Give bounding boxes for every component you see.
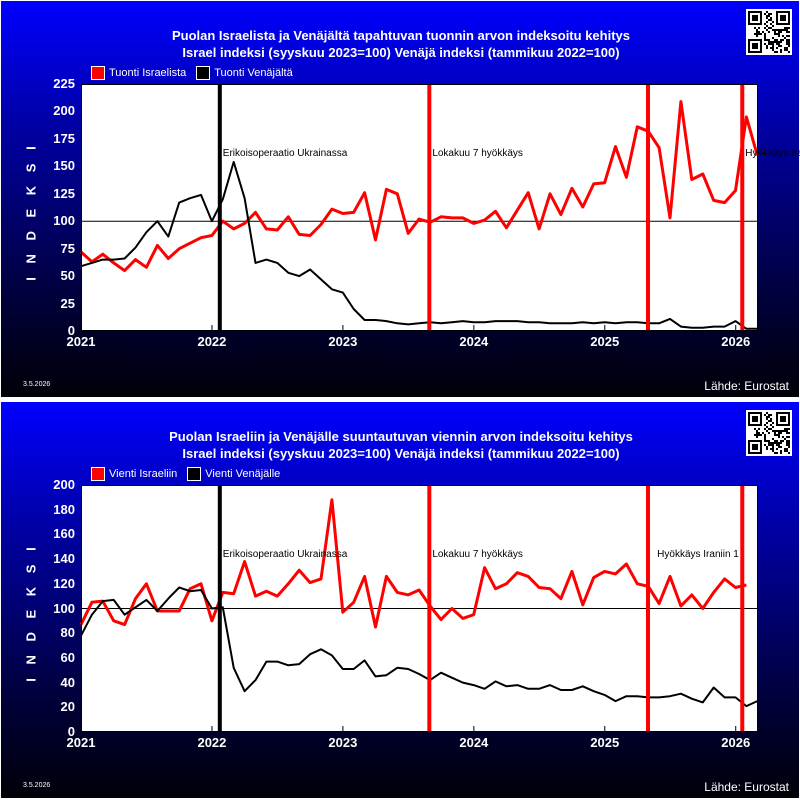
x-tick-label: 2023 — [328, 735, 358, 750]
y-tick-label: 140 — [53, 551, 75, 567]
y-tick-label: 175 — [53, 130, 75, 146]
qr-code-icon[interactable] — [746, 410, 792, 456]
plot-area: Erikoisoperaatio Ukrainassa Lokakuu 7 hyö… — [79, 485, 758, 732]
x-tick-label: 2022 — [197, 334, 227, 349]
chart-subtitle: Israel indeksi (syyskuu 2023=100) Venäjä… — [182, 45, 620, 60]
chart-svg: Erikoisoperaatio Ukrainassa Lokakuu 7 hyö… — [79, 485, 758, 732]
event-label: Lokakuu 7 hyökkäys — [432, 148, 523, 159]
legend-label: Vienti Venäjälle — [205, 468, 281, 480]
y-tick-label: 100 — [53, 213, 75, 229]
x-tick-label: 2021 — [66, 735, 96, 750]
y-tick-label: 100 — [53, 600, 75, 616]
chart-legend: Tuonti Israelista Tuonti Venäjältä — [91, 65, 303, 81]
legend-label: Vienti Israeliin — [109, 468, 178, 480]
y-tick-label: 125 — [53, 185, 75, 201]
y-tick-label: 150 — [53, 158, 75, 174]
x-tick-label: 2025 — [590, 735, 620, 750]
qr-code-icon[interactable] — [746, 9, 792, 55]
y-tick-label: 180 — [53, 501, 75, 517]
plot-frame — [81, 84, 758, 331]
x-tick-label: 2021 — [66, 334, 96, 349]
y-tick-label: 40 — [60, 674, 75, 690]
x-tick-label: 2026 — [721, 334, 751, 349]
chart-title: Puolan Israeliin ja Venäjälle suuntautuv… — [169, 429, 633, 444]
x-tick-label: 2023 — [328, 334, 358, 349]
event-label: Erikoisoperaatio Ukrainassa — [223, 549, 348, 560]
y-tick-label: 25 — [60, 295, 75, 311]
series-line-russia — [80, 160, 758, 330]
legend-swatch-red — [91, 467, 105, 481]
export-chart-panel: Puolan Israeliin ja Venäjälle suuntautuv… — [0, 401, 800, 799]
series-line-israel — [79, 498, 747, 629]
source-label: Lähde: Eurostat — [704, 780, 789, 794]
chart-title: Puolan Israelista ja Venäjältä tapahtuva… — [171, 28, 630, 43]
plot-area: Erikoisoperaatio Ukrainassa Lokakuu 7 hyö… — [79, 84, 800, 331]
y-tick-label: 60 — [60, 649, 75, 665]
x-tick-label: 2026 — [721, 735, 751, 750]
chart-legend: Vienti Israeliin Vienti Venäjälle — [91, 466, 290, 482]
y-tick-label: 200 — [53, 477, 75, 492]
event-label: Erikoisoperaatio Ukrainassa — [223, 148, 348, 159]
y-tick-label: 160 — [53, 526, 75, 542]
y-tick-label: 0 — [67, 323, 75, 338]
series-line-russia — [80, 586, 758, 708]
legend-swatch-black — [196, 66, 211, 80]
chart-subtitle: Israel indeksi (syyskuu 2023=100) Venäjä… — [182, 446, 620, 461]
import-chart-panel: Puolan Israelista ja Venäjältä tapahtuva… — [0, 0, 800, 398]
series-line-israel — [79, 100, 759, 273]
y-tick-label: 20 — [60, 699, 75, 715]
x-tick-label: 2025 — [590, 334, 620, 349]
event-label: Hyökkäys Iraniin 1 — [745, 148, 800, 159]
legend-label: Tuonti Israelista — [109, 67, 187, 79]
legend-swatch-black — [187, 467, 202, 481]
y-tick-label: 80 — [60, 625, 75, 641]
x-tick-label: 2022 — [197, 735, 227, 750]
y-tick-label: 50 — [60, 268, 75, 284]
y-tick-label: 200 — [53, 103, 75, 119]
plot-frame — [81, 485, 758, 732]
legend-label: Tuonti Venäjältä — [214, 67, 293, 79]
event-label: Hyökkäys Iraniin 1 — [657, 549, 739, 560]
legend-swatch-red — [91, 66, 105, 80]
x-tick-label: 2024 — [459, 735, 489, 750]
y-tick-label: 75 — [60, 240, 75, 256]
x-tick-label: 2024 — [459, 334, 489, 349]
date-stamp: 3.5.2026 — [23, 782, 51, 789]
chart-svg: Erikoisoperaatio Ukrainassa Lokakuu 7 hyö… — [79, 84, 800, 331]
y-tick-label: 225 — [53, 76, 75, 91]
source-label: Lähde: Eurostat — [704, 379, 789, 393]
y-tick-label: 120 — [53, 575, 75, 591]
y-tick-label: 0 — [67, 724, 75, 739]
event-label: Lokakuu 7 hyökkäys — [432, 549, 523, 560]
date-stamp: 3.5.2026 — [23, 381, 51, 388]
